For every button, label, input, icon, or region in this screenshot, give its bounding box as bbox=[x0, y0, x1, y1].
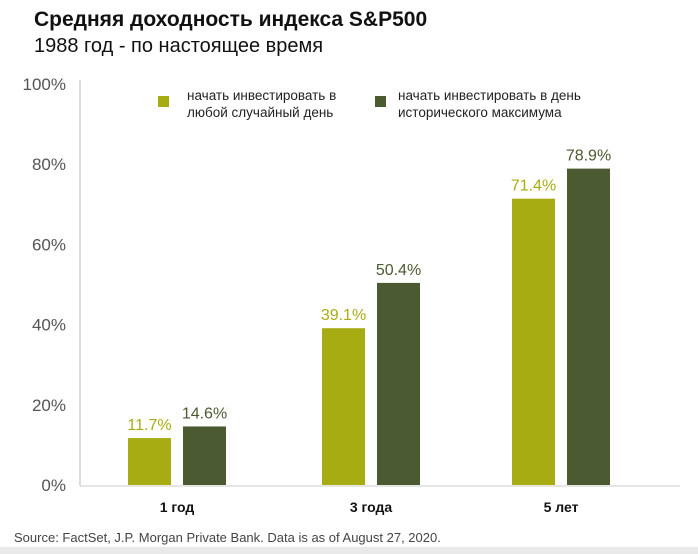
y-tick-label: 100% bbox=[23, 75, 66, 94]
bar-series-1-cat-1 bbox=[377, 282, 420, 485]
y-tick-label: 20% bbox=[32, 396, 66, 415]
y-tick-label: 40% bbox=[32, 316, 66, 335]
y-tick-label: 60% bbox=[32, 235, 66, 254]
x-tick-label: 1 год bbox=[160, 499, 195, 515]
y-tick-label: 0% bbox=[41, 476, 66, 495]
bar-series-1-cat-2 bbox=[567, 168, 610, 485]
data-label: 50.4% bbox=[376, 262, 421, 279]
bar-series-0-cat-2 bbox=[512, 198, 555, 485]
legend-swatch-1 bbox=[375, 96, 386, 107]
bar-series-0-cat-1 bbox=[322, 328, 365, 485]
data-label: 11.7% bbox=[127, 417, 171, 434]
x-tick-label: 3 года bbox=[350, 499, 393, 515]
bottom-bar bbox=[0, 547, 698, 554]
legend-label-1: начать инвестировать в день bbox=[398, 88, 581, 103]
data-label: 71.4% bbox=[511, 178, 556, 195]
legend-label-0: начать инвестировать в bbox=[187, 88, 336, 103]
legend-label-1: исторического максимума bbox=[398, 105, 562, 120]
data-label: 78.9% bbox=[566, 148, 611, 165]
legend: начать инвестировать в любой случайный де… bbox=[158, 88, 581, 120]
y-tick-labels: 0% 20% 40% 60% 80% 100% bbox=[23, 75, 66, 495]
bar-series-1-cat-0 bbox=[183, 426, 226, 485]
chart-title: Средняя доходность индекса S&P500 bbox=[34, 8, 428, 31]
chart-subtitle: 1988 год - по настоящее время bbox=[34, 35, 324, 57]
legend-swatch-0 bbox=[158, 96, 169, 107]
y-tick-label: 80% bbox=[32, 155, 66, 174]
x-tick-labels: 1 год 3 года 5 лет bbox=[160, 499, 579, 515]
bars bbox=[128, 168, 610, 485]
bar-series-0-cat-0 bbox=[128, 438, 171, 485]
x-tick-label: 5 лет bbox=[544, 499, 579, 515]
data-label: 14.6% bbox=[182, 405, 227, 422]
data-labels: 11.7% 14.6% 39.1% 50.4% 71.4% 78.9% bbox=[127, 148, 611, 434]
source-note: Source: FactSet, J.P. Morgan Private Ban… bbox=[14, 530, 441, 545]
data-label: 39.1% bbox=[321, 307, 366, 324]
legend-label-0: любой случайный день bbox=[187, 105, 333, 120]
